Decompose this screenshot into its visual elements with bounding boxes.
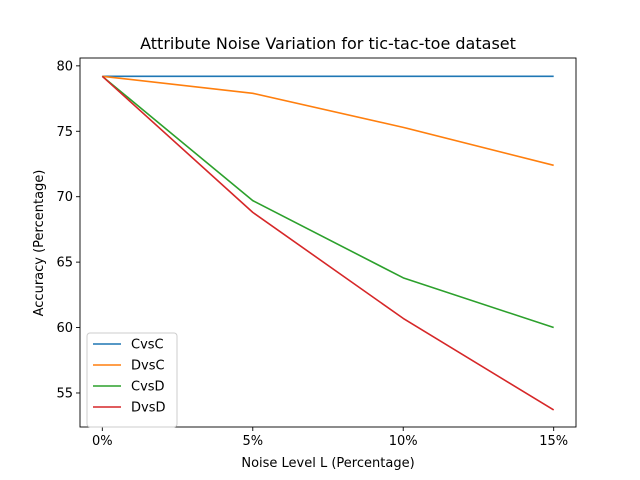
- legend-label-dvsd: DvsD: [131, 401, 166, 416]
- legend-label-dvsc: DvsC: [131, 359, 165, 374]
- y-tick-label: 75: [56, 125, 73, 140]
- plot-frame: [79, 57, 577, 428]
- y-tick-label: 55: [56, 386, 73, 401]
- y-tick-label: 65: [56, 256, 73, 271]
- series-line-dvsd: [101, 75, 555, 411]
- y-axis-label: Accuracy (Percentage): [32, 170, 47, 317]
- y-tick-label: 70: [56, 190, 73, 205]
- x-tick-label: 10%: [389, 434, 418, 449]
- chart-title: Attribute Noise Variation for tic-tac-to…: [140, 34, 516, 53]
- legend-box: [86, 332, 178, 428]
- legend-label-cvsd: CvsD: [131, 380, 165, 395]
- legend-label-cvsc: CvsC: [131, 338, 164, 353]
- y-tick-label: 80: [56, 59, 73, 74]
- legend: CvsC DvsC CvsD DvsD: [86, 332, 178, 428]
- x-axis-label: Noise Level L (Percentage): [241, 456, 414, 471]
- series-line-cvsd: [101, 75, 554, 329]
- x-tick-label: 15%: [539, 434, 568, 449]
- y-tick-label: 60: [56, 321, 73, 336]
- plot-area: 0% 5% 10% 15% 55 60 65 70 75 80: [56, 57, 577, 449]
- series-line-dvsc: [102, 75, 554, 167]
- x-tick-label: 0%: [92, 434, 113, 449]
- x-tick-label: 5%: [242, 434, 263, 449]
